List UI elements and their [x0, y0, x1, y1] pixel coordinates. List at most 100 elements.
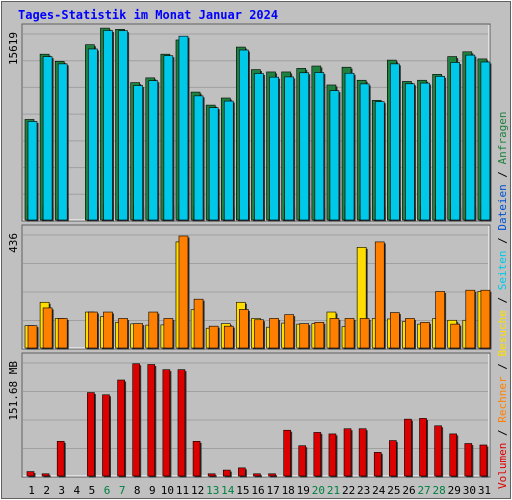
bar-seiten-day-26 [405, 83, 415, 221]
legend-separator: / [496, 357, 509, 377]
legend-separator: / [496, 423, 509, 443]
bar-rechner-day-6 [103, 311, 113, 349]
x-tick-label: 18 [282, 484, 295, 497]
x-tick-label: 1 [28, 484, 35, 497]
bar-volumen-day-26 [404, 418, 412, 477]
bar-seiten-day-12 [193, 95, 204, 221]
bar-volumen-day-2 [43, 475, 51, 478]
bar-seiten-day-18 [284, 76, 294, 221]
x-tick-label: 12 [191, 484, 204, 497]
bar-seiten-day-25 [390, 63, 400, 221]
chart-legend: Volumen / Rechner / Besuche / Seiten / D… [496, 111, 509, 489]
bar-volumen-day-16 [253, 473, 261, 477]
legend-item-anfragen: Anfragen [496, 111, 509, 164]
bar-rechner-day-15 [239, 309, 249, 349]
x-tick-label: 15 [236, 484, 249, 497]
x-tick-label: 28 [433, 484, 446, 497]
bar-seiten-day-1 [27, 121, 38, 221]
bar-rechner-day-29 [450, 323, 461, 349]
x-tick-label: 16 [251, 484, 264, 497]
bar-volumen-day-14 [222, 469, 231, 477]
bar-volumen-day-11 [177, 369, 186, 477]
bar-volumen-day-6 [102, 394, 110, 477]
bar-rechner-day-9 [148, 311, 159, 349]
chart-title: Tages-Statistik im Monat Januar 2024 [18, 8, 278, 22]
bar-volumen-day-31 [479, 444, 488, 477]
bar-volumen-day-22 [343, 428, 352, 477]
bar-rechner-day-2 [42, 307, 53, 349]
legend-item-seiten: Seiten [496, 251, 509, 291]
x-tick-label: 2 [43, 484, 50, 497]
bar-volumen-day-2 [41, 473, 50, 477]
bar-rechner-day-12 [193, 298, 204, 349]
bar-rechner-day-13 [208, 325, 219, 349]
bar-rechner-day-8 [133, 323, 143, 349]
bar-volumen-day-8 [132, 363, 140, 477]
bar-rechner-day-11 [178, 235, 189, 349]
bar-seiten-day-24 [374, 101, 385, 221]
bar-volumen-day-13 [209, 475, 217, 478]
bar-seiten-day-13 [208, 107, 219, 221]
x-axis-ticks: 1 2 3 4 5 6 7 8 9 10 11 12 13 14 15 16 17 18 19 20 21 22 23 24 2… [28, 484, 491, 497]
bar-seiten-day-10 [163, 55, 174, 221]
legend-item-volumen: Volumen [496, 443, 509, 489]
bar-rechner-day-5 [88, 311, 98, 349]
bar-volumen-day-15 [238, 467, 246, 477]
x-tick-label: 30 [463, 484, 476, 497]
bar-seiten-day-31 [480, 61, 491, 221]
x-tick-label: 19 [297, 484, 310, 497]
panel-requests: 15619 [7, 23, 492, 222]
bar-rechner-day-26 [405, 318, 415, 349]
bar-volumen-day-30 [464, 443, 473, 477]
x-tick-label: 13 [206, 484, 219, 497]
bar-seiten-day-6 [103, 30, 113, 221]
bar-seiten-day-29 [450, 62, 461, 221]
legend-text: Volumen / Rechner / Besuche / Seiten / D… [496, 111, 509, 489]
bar-seiten-day-9 [148, 80, 159, 221]
bar-rechner-day-20 [314, 322, 325, 349]
x-tick-label: 17 [266, 484, 279, 497]
x-tick-label: 4 [74, 484, 81, 497]
bar-rechner-day-19 [299, 323, 310, 349]
legend-item-dateien: Dateien [496, 184, 509, 230]
x-tick-label: 29 [448, 484, 461, 497]
bar-volumen-day-20 [313, 432, 322, 477]
bar-seiten-day-7 [118, 30, 128, 221]
legend-item-besuche: Besuche [496, 310, 509, 356]
x-tick-label: 14 [221, 484, 235, 497]
bar-seiten-day-22 [344, 72, 355, 221]
bar-volumen-day-10 [162, 369, 171, 477]
bar-volumen-day-1 [26, 471, 35, 477]
bar-volumen-day-25 [389, 440, 397, 477]
bar-volumen-day-3 [56, 440, 65, 477]
bar-seiten-day-20 [314, 72, 325, 221]
bar-seiten-day-2 [42, 56, 53, 221]
bar-volumen-day-17 [270, 475, 278, 478]
bar-volumen-day-17 [268, 473, 276, 477]
bar-rechner-day-27 [420, 322, 430, 349]
bar-rechner-day-17 [269, 318, 279, 349]
bar-seiten-day-23 [359, 83, 370, 221]
bar-volumen-day-18 [283, 429, 291, 477]
bar-seiten-day-14 [223, 100, 234, 221]
x-tick-label: 27 [417, 484, 430, 497]
bar-seiten-day-3 [57, 63, 68, 221]
panel-volume: 151.68 MB [7, 352, 491, 478]
x-tick-label: 5 [89, 484, 96, 497]
bar-rechner-day-14 [223, 325, 234, 349]
bar-volumen-day-7 [117, 379, 125, 477]
x-tick-label: 7 [119, 484, 126, 497]
bar-rechner-day-16 [254, 319, 264, 349]
legend-separator: / [496, 231, 509, 251]
bar-rechner-day-7 [118, 318, 128, 349]
x-tick-label: 8 [134, 484, 141, 497]
panel-visits: 436 [7, 224, 492, 350]
bar-volumen-day-12 [192, 440, 201, 477]
bar-seiten-day-5 [88, 48, 98, 221]
bar-seiten-day-19 [299, 72, 310, 221]
bar-rechner-day-28 [435, 291, 445, 349]
bar-seiten-day-28 [435, 76, 445, 221]
bar-volumen-day-9 [147, 364, 156, 477]
